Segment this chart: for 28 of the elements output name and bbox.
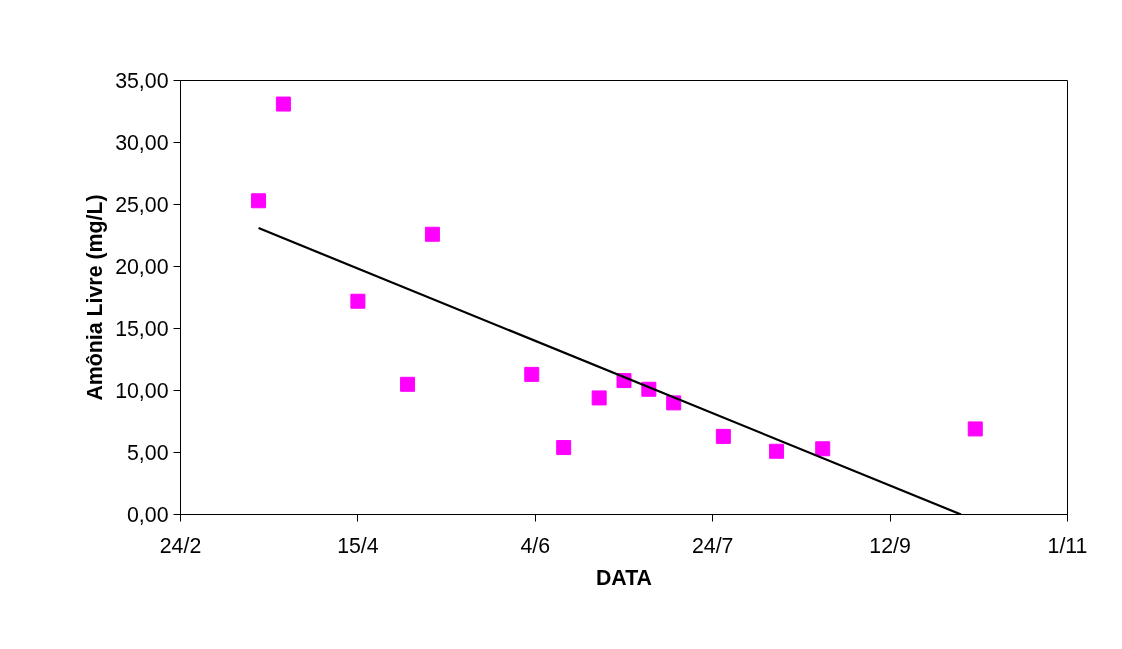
y-tick-label: 30,00 bbox=[115, 131, 169, 155]
point bbox=[424, 226, 440, 242]
y-tick-label: 20,00 bbox=[115, 255, 169, 279]
x-tick-label: 1/11 bbox=[1047, 533, 1088, 558]
point bbox=[350, 293, 366, 309]
x-tick-label: 15/4 bbox=[337, 533, 379, 558]
x-tick-label: 24/7 bbox=[691, 533, 734, 558]
y-tick-label: 0,00 bbox=[126, 503, 169, 527]
point bbox=[275, 96, 291, 112]
y-axis-title: Amônia Livre (mg/L) bbox=[83, 194, 108, 401]
point bbox=[967, 421, 983, 437]
point bbox=[524, 366, 540, 382]
point bbox=[769, 443, 785, 459]
point bbox=[815, 441, 831, 457]
point bbox=[556, 440, 572, 456]
y-tick-label: 25,00 bbox=[115, 193, 169, 217]
y-tick-label: 10,00 bbox=[115, 379, 169, 403]
x-tick-label: 4/6 bbox=[520, 533, 551, 558]
y-tick-label: 5,00 bbox=[126, 441, 169, 465]
point bbox=[715, 428, 731, 444]
point bbox=[400, 376, 416, 392]
point bbox=[591, 390, 607, 406]
point bbox=[251, 193, 267, 209]
y-tick-label: 35,00 bbox=[115, 69, 169, 93]
x-axis-title: DATA bbox=[595, 565, 653, 590]
x-tick-label: 24/2 bbox=[159, 533, 202, 558]
x-tick-label: 12/9 bbox=[869, 533, 911, 558]
y-tick-label: 15,00 bbox=[115, 317, 169, 341]
